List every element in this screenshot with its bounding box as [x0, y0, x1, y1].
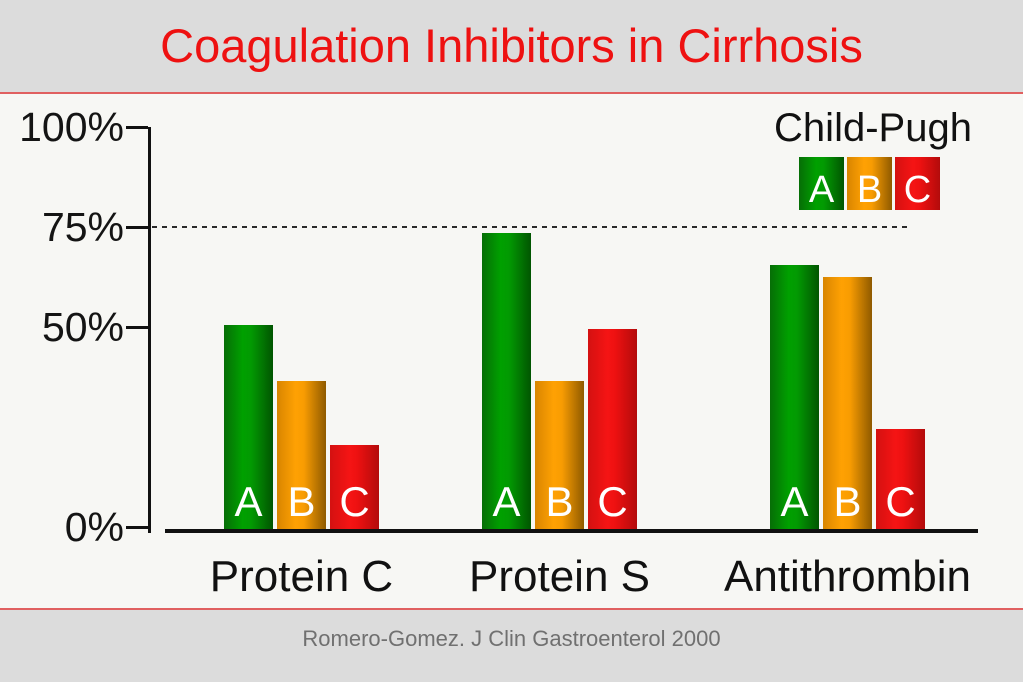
y-tick-label: 50%	[41, 304, 124, 350]
y-tick-label: 75%	[41, 204, 124, 250]
bar-antithrombin-c	[876, 429, 925, 529]
x-axis-line	[165, 529, 978, 533]
x-category-label-protein-c: Protein C	[209, 552, 394, 601]
bar-label-protein-c-b: B	[287, 478, 316, 525]
bar-antithrombin-b	[823, 277, 872, 529]
x-category-label-antithrombin: Antithrombin	[723, 552, 971, 601]
legend-swatch-a: A	[799, 157, 844, 210]
bar-label-antithrombin-c: C	[885, 478, 916, 525]
bar-protein-s-a	[482, 233, 531, 529]
bar-protein-c-c	[330, 445, 379, 529]
bar-label-protein-s-b: B	[545, 478, 574, 525]
slide-header: Coagulation Inhibitors in Cirrhosis	[0, 0, 1023, 92]
bar-label-protein-c-a: A	[234, 478, 263, 525]
bar-antithrombin-a	[770, 265, 819, 529]
header-divider	[0, 92, 1023, 94]
bar-label-protein-c-c: C	[339, 478, 370, 525]
bar-protein-c-b	[277, 381, 326, 529]
footer-divider	[0, 608, 1023, 610]
bar-protein-s-b	[535, 381, 584, 529]
x-category-label-protein-s: Protein S	[469, 552, 650, 601]
y-tick-label: 0%	[64, 504, 124, 550]
legend-title: Child-Pugh	[774, 106, 972, 150]
chart-area: Child-Pugh 100% 75% 50% 0% A B C Protein C A B C Pr…	[0, 94, 1023, 608]
bar-label-protein-s-c: C	[597, 478, 628, 525]
slide-footer: Romero-Gomez. J Clin Gastroenterol 2000	[0, 610, 1023, 682]
reference-dashed-line	[152, 226, 907, 228]
legend-swatch-label-a: A	[808, 169, 835, 211]
bar-label-antithrombin-b: B	[833, 478, 862, 525]
bar-label-protein-s-a: A	[492, 478, 521, 525]
legend-swatch-label-b: B	[856, 169, 883, 211]
slide-title: Coagulation Inhibitors in Cirrhosis	[160, 19, 863, 72]
y-tick	[126, 526, 148, 529]
y-tick	[126, 326, 148, 329]
bar-protein-c-a	[224, 325, 273, 529]
y-tick-label: 100%	[19, 104, 124, 150]
bar-label-antithrombin-a: A	[780, 478, 809, 525]
y-tick	[126, 226, 148, 229]
citation: Romero-Gomez. J Clin Gastroenterol 2000	[302, 626, 721, 651]
legend-swatch-c: C	[895, 157, 940, 210]
y-tick	[126, 126, 148, 129]
legend-swatch-label-c: C	[903, 169, 932, 211]
y-axis-line	[148, 127, 151, 533]
legend-swatch-b: B	[847, 157, 892, 210]
bar-protein-s-c	[588, 329, 637, 529]
